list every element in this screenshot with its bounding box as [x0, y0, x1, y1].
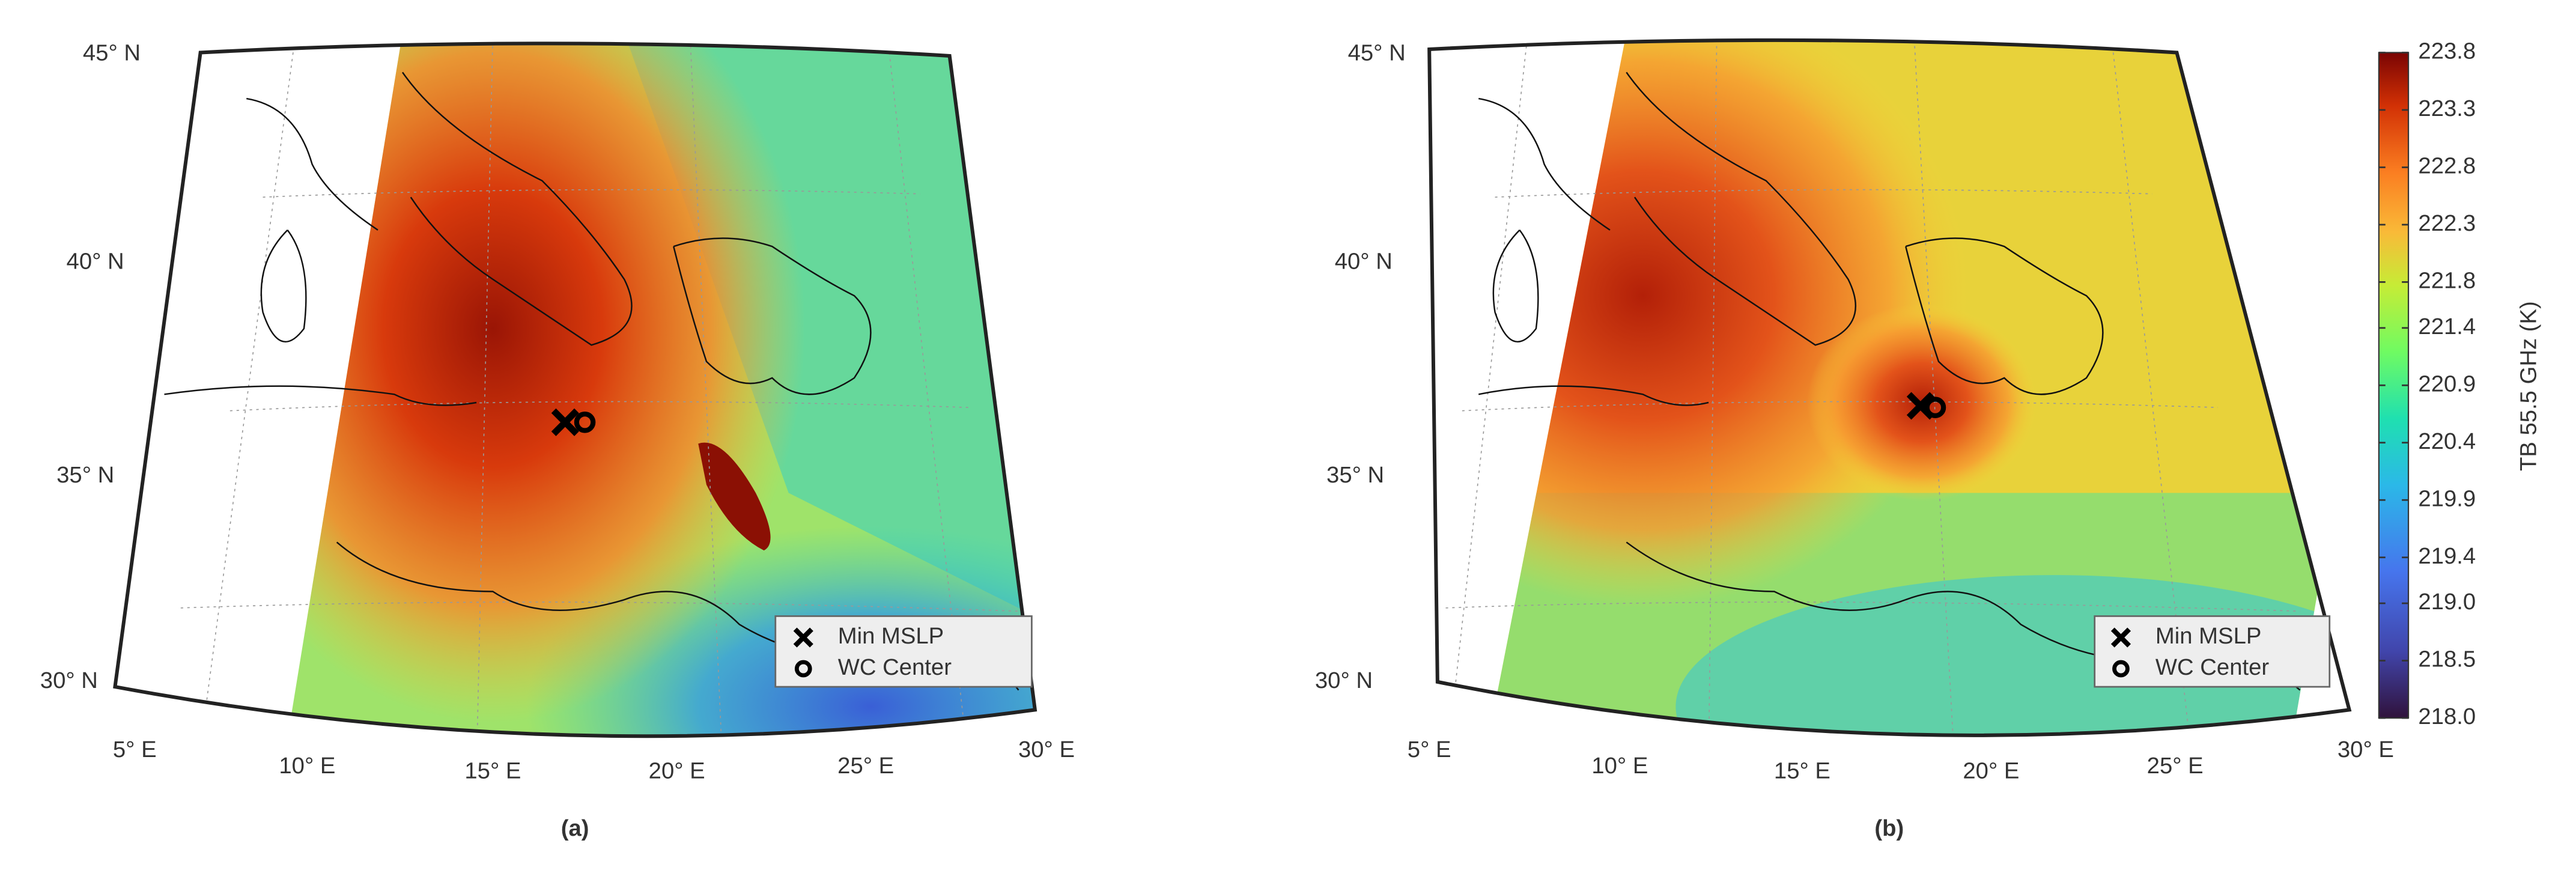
lon-label: 25° E: [2147, 753, 2204, 779]
colorbar-tick-label: 223.8: [2418, 38, 2476, 64]
lat-label: 30° N: [40, 668, 98, 693]
geo-labels: 45° N 40° N 35° N 30° N 5° E 10° E 15° E 20° E 2…: [40, 40, 2394, 783]
swath: [164, 43, 1035, 737]
wc-center-marker: [574, 412, 596, 433]
lat-label: 30° N: [1315, 668, 1373, 693]
lon-label: 15° E: [464, 758, 521, 783]
legend-label: Min MSLP: [2155, 623, 2262, 649]
lat-label: 35° N: [56, 462, 114, 488]
lat-label: 45° N: [83, 40, 141, 65]
legend-label: WC Center: [2155, 654, 2269, 680]
legend-label: WC Center: [838, 654, 952, 680]
colorbar-tick-label: 222.3: [2418, 210, 2476, 236]
colorbar-tick-label: 218.0: [2418, 704, 2476, 729]
lat-label: 40° N: [1335, 249, 1393, 275]
colorbar-label: TB 55.5 GHz (K): [2516, 301, 2542, 471]
lon-label: 5° E: [1408, 737, 1451, 762]
colorbar-tick-label: 220.4: [2418, 428, 2476, 454]
map-panel: Min MSLP WC Center (a): [113, 41, 1037, 841]
lon-label: 15° E: [1774, 758, 1830, 783]
min-mslp-marker: [551, 408, 579, 436]
legend: [2094, 615, 2331, 688]
colorbar-tick-label: 222.8: [2418, 153, 2476, 179]
lon-label: 10° E: [279, 753, 335, 779]
lat-label: 35° N: [1326, 462, 1384, 488]
map-panel: Min MSLP WC Center (b): [1427, 38, 2352, 841]
colorbar-tick-label: 221.4: [2418, 314, 2476, 339]
lat-label: 40° N: [67, 249, 124, 275]
lon-label: 5° E: [113, 737, 157, 762]
lon-label: 10° E: [1591, 753, 1648, 779]
colorbar-tick-label: 223.3: [2418, 96, 2476, 121]
lon-label: 20° E: [649, 758, 705, 783]
colorbar-tick-label: 219.9: [2418, 485, 2476, 511]
legend-label: Min MSLP: [838, 623, 944, 649]
colorbar-tick-label: 219.4: [2418, 543, 2476, 569]
colorbar-ticks: 223.8 223.3 222.8 222.3 221.8 221.4 220.9 220.4…: [2378, 38, 2476, 729]
lat-label: 45° N: [1348, 40, 1406, 65]
lon-label: 30° E: [1018, 737, 1075, 762]
lon-label: 20° E: [1963, 758, 2019, 783]
colorbar-tick-label: 221.8: [2418, 268, 2476, 294]
panel-label: (b): [1874, 815, 1904, 841]
colorbar-tick-label: 218.5: [2418, 646, 2476, 672]
colorbar-tick-label: 219.0: [2418, 589, 2476, 615]
legend: [774, 615, 1033, 688]
lon-label: 25° E: [837, 753, 894, 779]
lon-label: 30° E: [2338, 737, 2394, 762]
colorbar-tick-label: 220.9: [2418, 371, 2476, 397]
panel-label: (a): [561, 815, 589, 841]
